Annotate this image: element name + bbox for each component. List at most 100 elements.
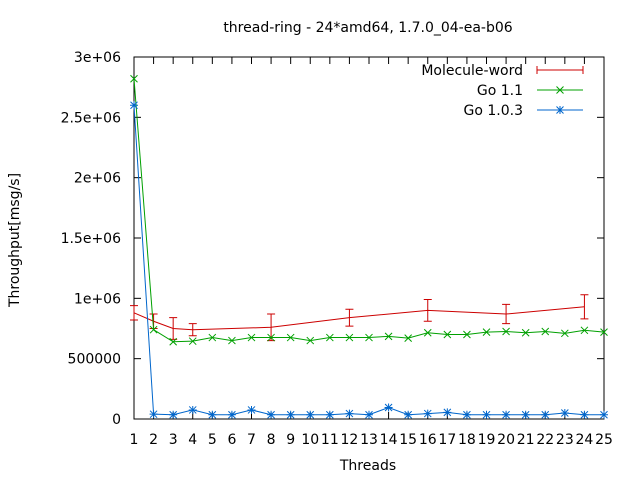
y-axis-label: Throughput[msg/s] <box>7 173 23 308</box>
error-bar <box>580 294 589 320</box>
data-point <box>404 410 413 419</box>
data-point <box>227 410 236 419</box>
data-point <box>482 410 491 419</box>
data-point <box>521 328 530 337</box>
data-point <box>423 328 432 337</box>
x-tick-label: 1 <box>130 432 139 448</box>
data-point <box>365 410 373 419</box>
x-tick-label: 22 <box>536 432 554 448</box>
error-bar <box>423 299 432 322</box>
data-point <box>306 410 315 419</box>
error-bar <box>188 323 197 337</box>
data-point <box>247 405 256 414</box>
x-tick-label: 20 <box>497 432 515 448</box>
data-point <box>267 410 276 419</box>
x-tick-label: 15 <box>399 432 417 448</box>
error-bar <box>345 308 354 327</box>
series-2 <box>130 101 608 419</box>
data-point <box>208 410 217 419</box>
legend-marker <box>556 86 564 94</box>
x-tick-label: 9 <box>286 432 295 448</box>
series-0 <box>130 294 589 342</box>
x-tick-label: 6 <box>227 432 236 448</box>
legend-label: Molecule-word <box>421 63 523 79</box>
data-point <box>188 337 197 346</box>
series-line <box>133 78 605 343</box>
x-tick-label: 23 <box>556 432 574 448</box>
data-point <box>365 333 373 342</box>
legend-label: Go 1.0.3 <box>464 103 524 119</box>
data-point <box>502 410 511 419</box>
x-axis-label: Threads <box>339 458 396 474</box>
x-tick-label: 16 <box>419 432 437 448</box>
y-tick-label: 0 <box>112 412 121 428</box>
data-point <box>600 410 608 419</box>
x-tick-label: 10 <box>301 432 319 448</box>
error-bar <box>130 305 138 321</box>
data-point <box>521 410 530 419</box>
data-point <box>325 410 334 419</box>
data-point <box>580 410 589 419</box>
y-tick-label: 3e+06 <box>74 50 121 66</box>
x-tick-label: 5 <box>208 432 217 448</box>
x-tick-label: 13 <box>360 432 378 448</box>
legend-marker <box>536 66 584 74</box>
x-tick-label: 14 <box>380 432 398 448</box>
y-tick-label: 1.5e+06 <box>61 231 122 247</box>
plot-frame <box>133 56 605 420</box>
y-axis: 0 500000 1e+06 1.5e+06 2e+06 2.5e+06 3e+06 <box>61 50 604 428</box>
x-tick-label: 18 <box>458 432 476 448</box>
series-1 <box>130 74 608 346</box>
data-point <box>130 74 138 83</box>
data-point <box>482 328 491 336</box>
x-tick-label: 7 <box>247 432 256 448</box>
x-tick-label: 11 <box>321 432 339 448</box>
data-point <box>169 410 178 419</box>
x-tick-label: 3 <box>169 432 178 448</box>
series-line <box>133 105 604 416</box>
error-bar <box>502 303 511 325</box>
data-point <box>423 409 432 418</box>
data-point <box>228 336 236 345</box>
y-tick-label: 500000 <box>68 352 121 368</box>
data-point <box>462 410 471 419</box>
data-point <box>600 328 608 336</box>
data-point <box>306 336 315 345</box>
data-point <box>384 332 393 341</box>
legend-label: Go 1.1 <box>477 83 523 99</box>
legend-marker <box>556 106 564 114</box>
data-point <box>149 325 158 334</box>
y-tick-label: 2e+06 <box>74 171 121 187</box>
data-point <box>560 408 569 417</box>
data-point <box>325 333 334 342</box>
data-point <box>502 327 510 336</box>
data-point <box>267 333 275 342</box>
data-point <box>384 403 393 412</box>
x-tick-label: 4 <box>188 432 197 448</box>
x-tick-label: 17 <box>438 432 456 448</box>
x-tick-label: 21 <box>517 432 535 448</box>
y-tick-label: 2.5e+06 <box>61 110 122 126</box>
data-point <box>247 333 256 342</box>
x-tick-label: 25 <box>595 432 613 448</box>
data-point <box>443 330 452 339</box>
data-point <box>286 410 295 419</box>
data-point <box>443 408 452 417</box>
x-tick-label: 8 <box>267 432 276 448</box>
data-point <box>541 410 550 419</box>
data-point <box>345 333 354 342</box>
data-point <box>541 327 550 336</box>
series-layer <box>130 74 608 419</box>
series-line <box>133 306 585 331</box>
data-point <box>130 101 138 110</box>
x-tick-label: 24 <box>576 432 594 448</box>
data-point <box>149 410 158 419</box>
data-point <box>286 333 295 342</box>
data-point <box>404 334 413 343</box>
data-point <box>188 405 197 414</box>
data-point <box>208 333 217 342</box>
data-point <box>169 337 178 346</box>
x-tick-label: 19 <box>478 432 496 448</box>
data-point <box>463 330 471 339</box>
